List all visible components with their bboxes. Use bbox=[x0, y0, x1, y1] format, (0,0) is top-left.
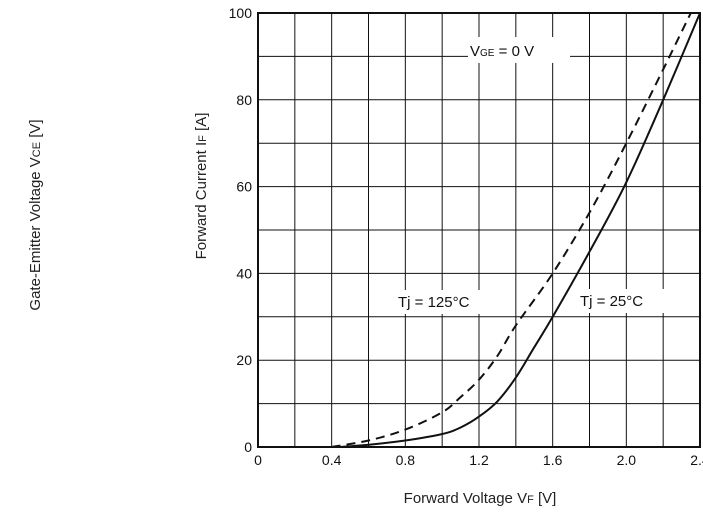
left-axis-label: Gate-Emitter Voltage VCE [V] bbox=[27, 119, 44, 310]
x-tick-label: 2.4 bbox=[690, 452, 703, 468]
y-axis-label: Forward Current IF [A] bbox=[193, 113, 210, 260]
tj125-label-bg bbox=[392, 290, 490, 314]
grid bbox=[258, 13, 700, 447]
series-layer bbox=[331, 12, 701, 448]
x-axis-label: Forward Voltage VF [V] bbox=[404, 490, 557, 507]
tick-labels: 0 0.4 0.8 1.2 1.6 2.0 2.4 0 20 40 60 80 100 bbox=[229, 5, 703, 468]
vge-label-bg bbox=[468, 37, 570, 63]
y-tick-label: 0 bbox=[244, 439, 252, 455]
x-tick-label: 2.0 bbox=[617, 452, 637, 468]
x-tick-label: 0.4 bbox=[322, 452, 342, 468]
y-tick-label: 80 bbox=[236, 92, 252, 108]
y-tick-label: 20 bbox=[236, 352, 252, 368]
tj125-annotation: Tj = 125°C bbox=[398, 294, 470, 311]
y-tick-label: 40 bbox=[236, 265, 252, 281]
x-tick-label: 0.8 bbox=[396, 452, 416, 468]
x-tick-label: 0 bbox=[254, 452, 262, 468]
x-tick-label: 1.2 bbox=[469, 452, 489, 468]
y-tick-label: 60 bbox=[236, 179, 252, 195]
series-line-tj25 bbox=[340, 12, 701, 448]
tj25-label-bg bbox=[574, 289, 670, 313]
series-line-tj125 bbox=[331, 12, 692, 448]
x-tick-label: 1.6 bbox=[543, 452, 563, 468]
plot-frame bbox=[257, 12, 701, 448]
vge-annotation: VGE = 0 V bbox=[470, 43, 534, 60]
tj25-annotation: Tj = 25°C bbox=[580, 293, 643, 310]
y-tick-label: 100 bbox=[229, 5, 253, 21]
